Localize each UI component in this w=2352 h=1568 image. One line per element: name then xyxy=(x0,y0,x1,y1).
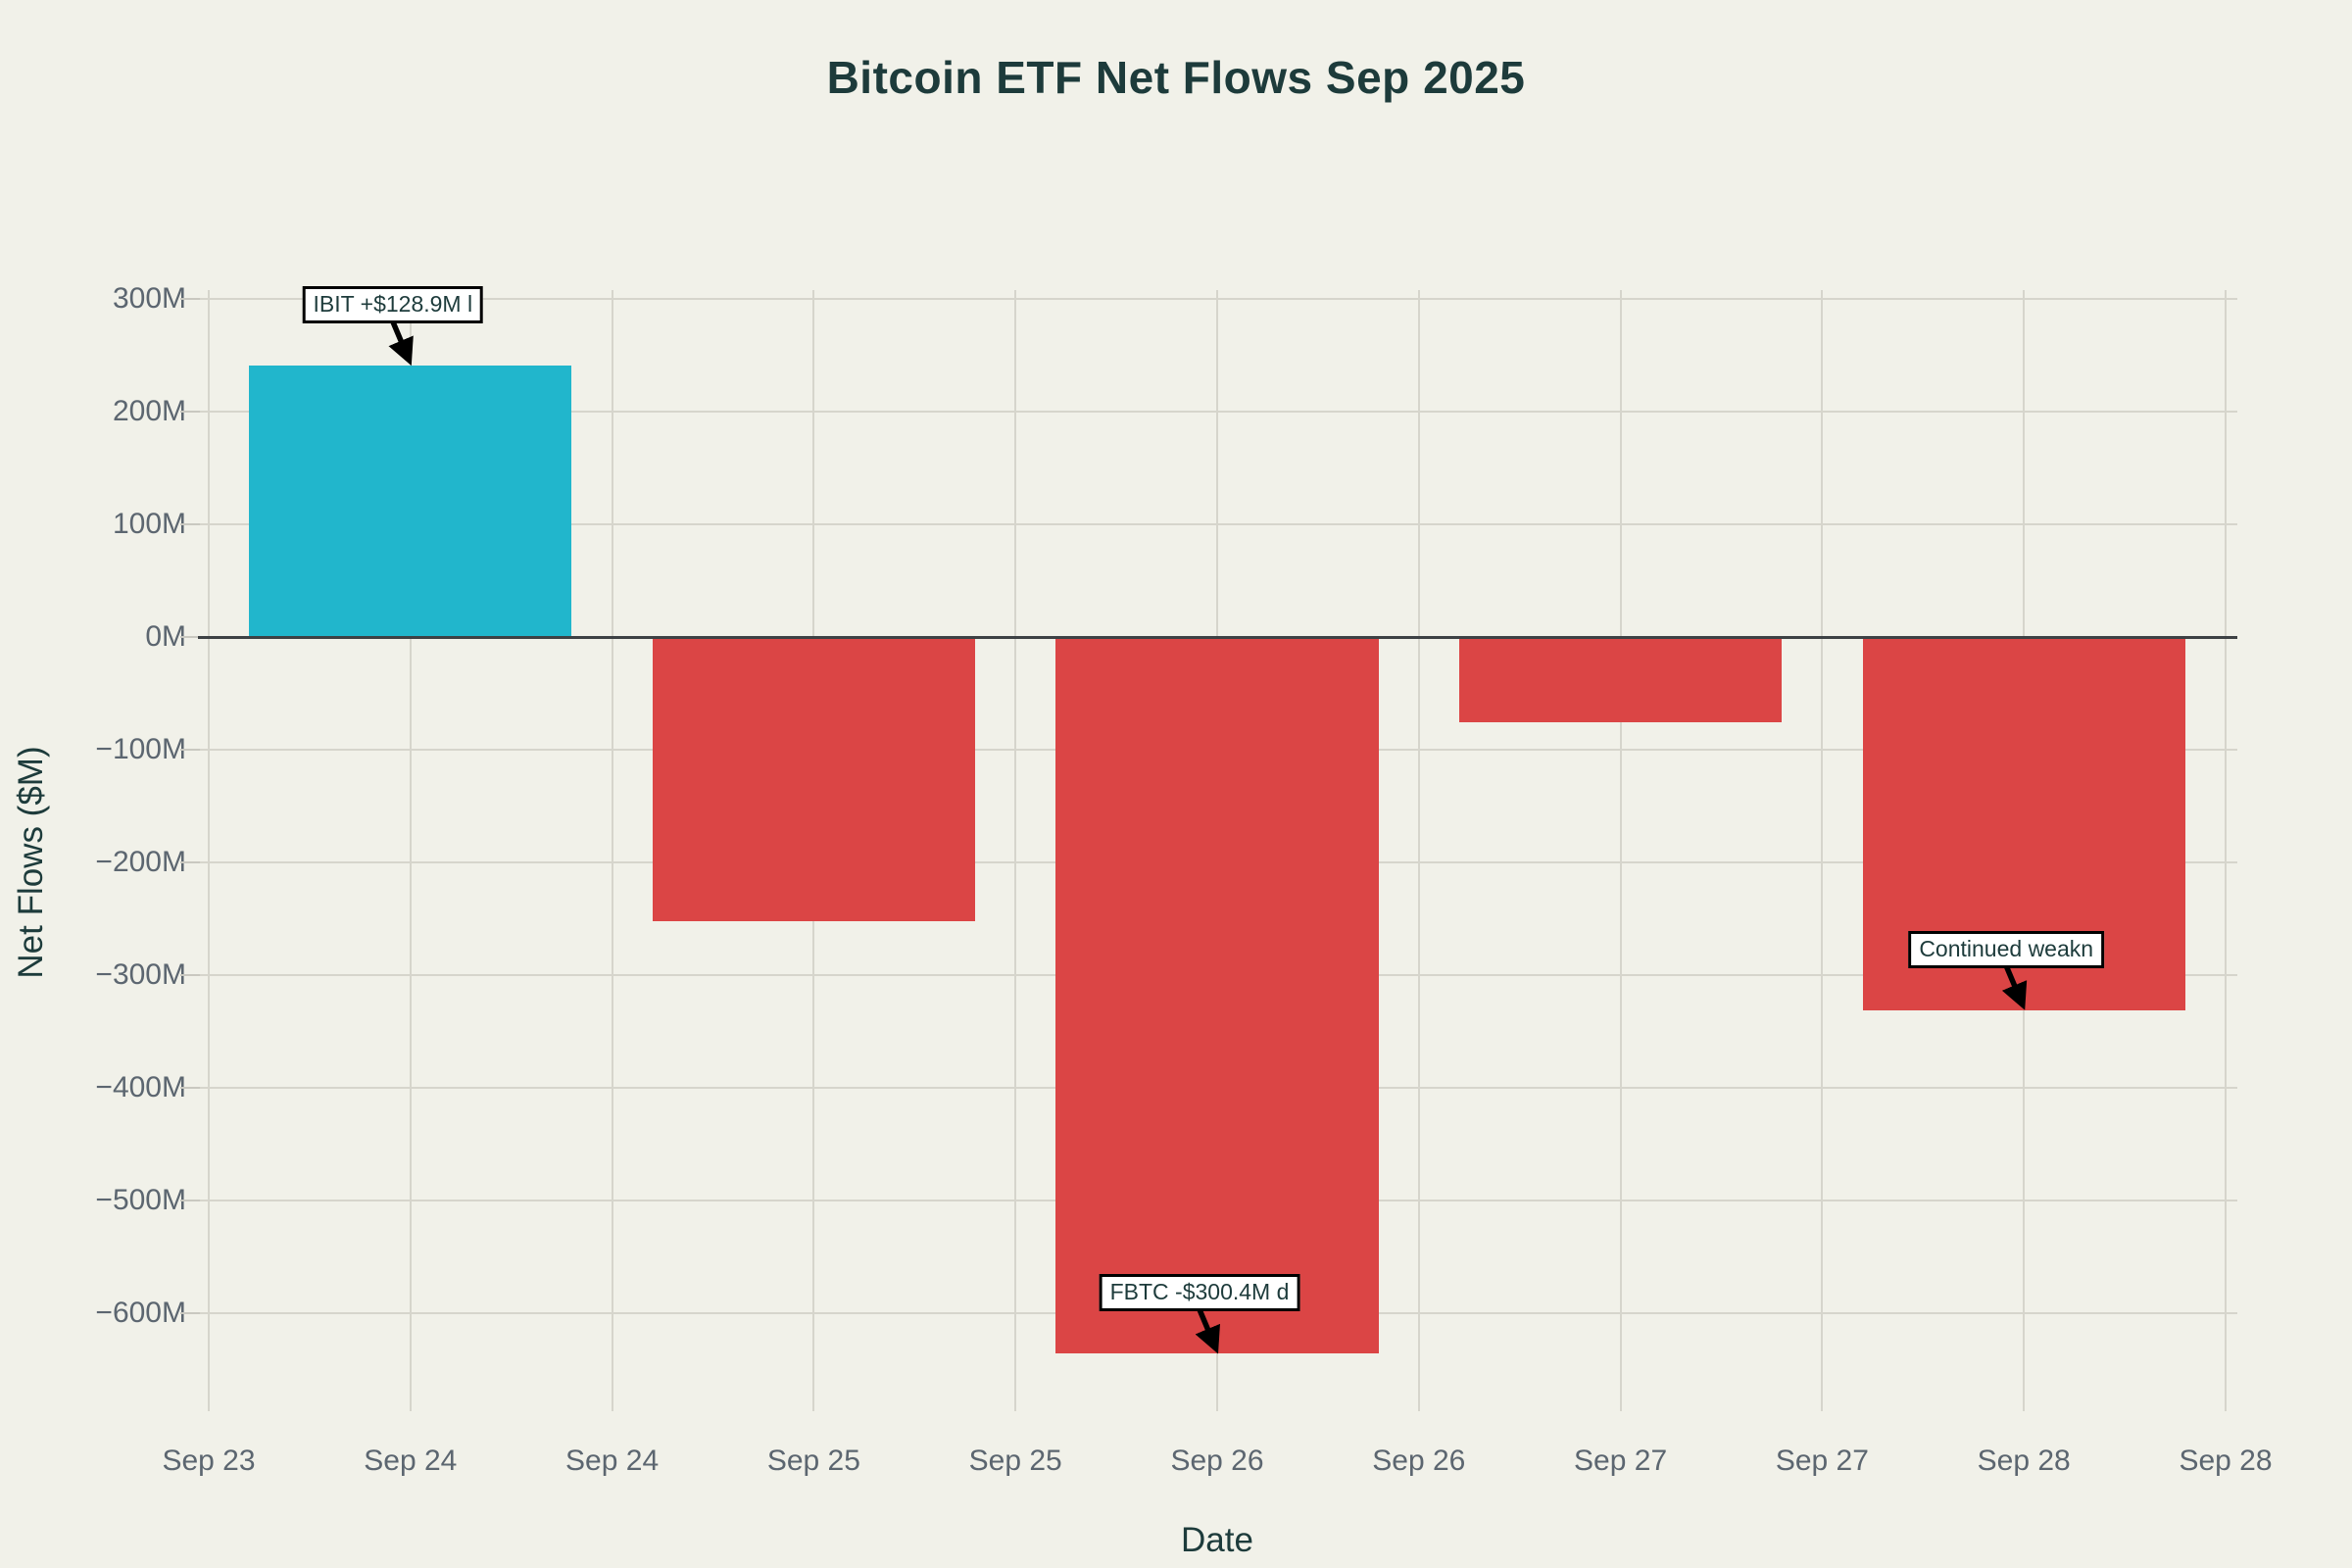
y-tick-mark xyxy=(180,523,200,526)
x-tick-label: Sep 25 xyxy=(968,1445,1062,1477)
y-tick-label: 200M xyxy=(112,395,186,428)
y-tick-label: −400M xyxy=(95,1071,186,1104)
y-tick-mark xyxy=(180,1311,200,1314)
y-tick-label: 0M xyxy=(145,620,186,654)
y-tick-label: −300M xyxy=(95,958,186,992)
y-tick-label: −600M xyxy=(95,1296,186,1329)
v-gridline xyxy=(1619,290,1622,1411)
bar-sep-27 xyxy=(1459,637,1783,723)
x-tick-label: Sep 28 xyxy=(1977,1445,2071,1477)
zero-line xyxy=(198,635,2237,639)
y-tick-mark xyxy=(180,749,200,752)
x-tick-label: Sep 24 xyxy=(364,1445,458,1477)
x-axis-title: Date xyxy=(1181,1521,1253,1559)
h-gridline xyxy=(198,298,2237,301)
x-tick-label: Sep 24 xyxy=(565,1445,660,1477)
y-tick-mark xyxy=(180,974,200,977)
h-gridline xyxy=(198,411,2237,414)
x-tick-label: Sep 27 xyxy=(1574,1445,1668,1477)
h-gridline xyxy=(198,523,2237,526)
y-tick-label: −100M xyxy=(95,733,186,766)
bar-sep-25 xyxy=(652,637,975,921)
y-tick-mark xyxy=(180,861,200,864)
x-tick-label: Sep 27 xyxy=(1775,1445,1869,1477)
v-gridline xyxy=(611,290,613,1411)
y-tick-mark xyxy=(180,636,200,639)
y-tick-label: 100M xyxy=(112,508,186,541)
x-tick-label: Sep 26 xyxy=(1372,1445,1466,1477)
bar-sep-26 xyxy=(1055,637,1379,1354)
y-tick-mark xyxy=(180,1199,200,1201)
x-tick-label: Sep 23 xyxy=(162,1445,256,1477)
bar-sep-24 xyxy=(249,366,572,638)
y-tick-label: −500M xyxy=(95,1183,186,1216)
chart-title: Bitcoin ETF Net Flows Sep 2025 xyxy=(826,52,1526,103)
x-tick-label: Sep 25 xyxy=(766,1445,860,1477)
annotation-arrow xyxy=(388,319,414,367)
y-tick-label: −200M xyxy=(95,846,186,879)
plot-area: IBIT +$128.9M l FBTC -$300.4M d Continued … xyxy=(198,286,2237,1411)
x-tick-label: Sep 26 xyxy=(1170,1445,1264,1477)
v-gridline xyxy=(1821,290,1824,1411)
v-gridline xyxy=(1417,290,1420,1411)
annotation: Continued weakn xyxy=(1908,930,2105,968)
x-tick-label: Sep 28 xyxy=(2179,1445,2273,1477)
annotation: IBIT +$128.9M l xyxy=(302,286,484,324)
v-gridline xyxy=(208,290,210,1411)
v-gridline xyxy=(409,290,412,1411)
v-gridline xyxy=(2225,290,2227,1411)
y-tick-mark xyxy=(180,1087,200,1090)
y-tick-mark xyxy=(180,411,200,414)
v-gridline xyxy=(1014,290,1017,1411)
annotation: FBTC -$300.4M d xyxy=(1099,1274,1300,1312)
y-tick-label: 300M xyxy=(112,282,186,316)
y-tick-mark xyxy=(180,298,200,301)
